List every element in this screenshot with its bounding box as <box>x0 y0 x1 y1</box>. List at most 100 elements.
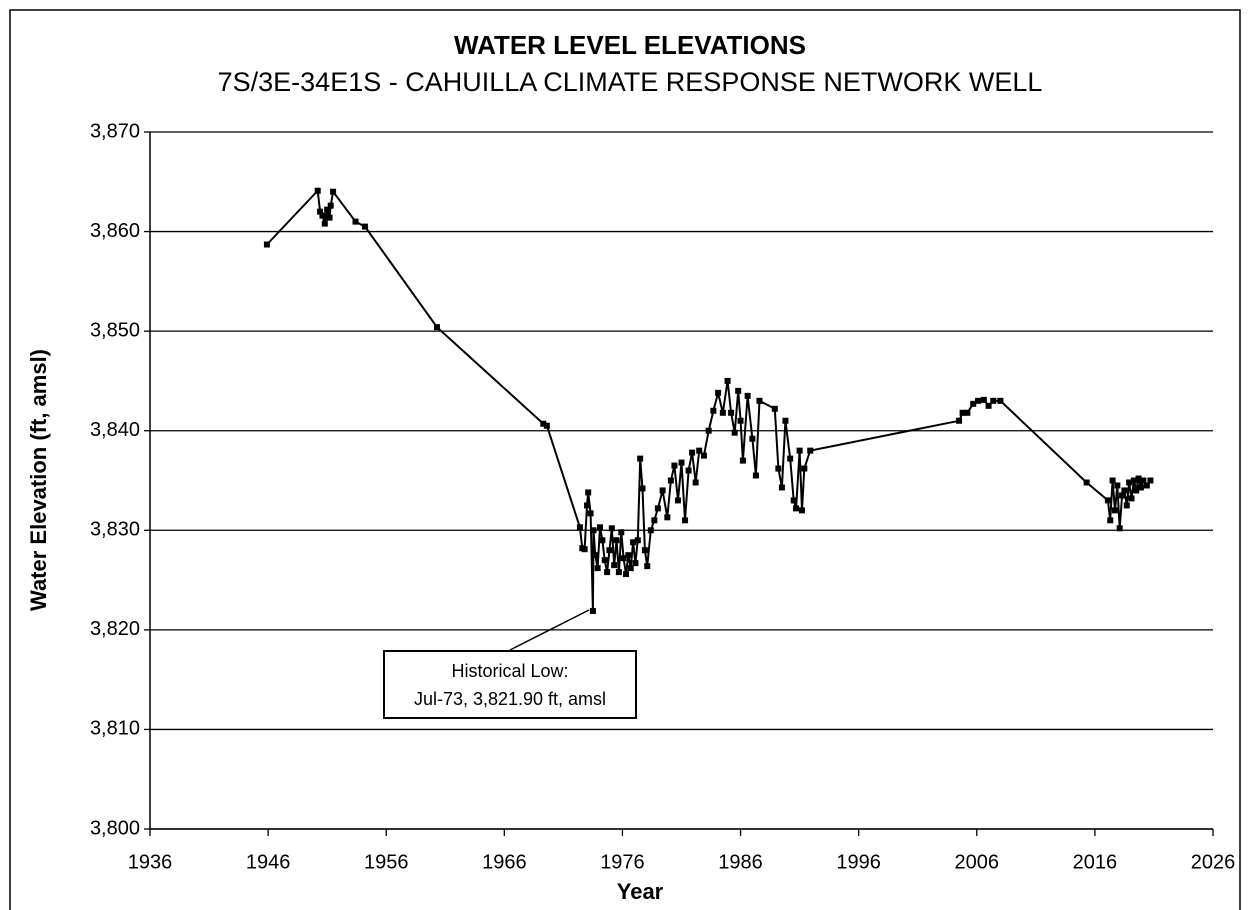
annotation-box <box>383 650 637 719</box>
data-point <box>589 607 596 614</box>
data-point <box>739 457 746 464</box>
x-tick-label: 1936 <box>128 851 173 873</box>
data-point <box>317 208 324 215</box>
x-axis-label: Year <box>617 879 664 904</box>
data-point <box>692 479 699 486</box>
data-point <box>361 223 368 230</box>
annotation-text: Jul-73, 3,821.90 ft, amsl <box>414 689 606 709</box>
data-point <box>1083 479 1090 486</box>
y-tick-label: 3,850 <box>90 319 140 341</box>
data-point <box>654 505 661 512</box>
chart-subtitle: 7S/3E-34E1S - CAHUILLA CLIMATE RESPONSE … <box>218 67 1043 97</box>
data-point <box>775 465 782 472</box>
data-point <box>1137 484 1144 491</box>
data-point <box>324 206 331 213</box>
data-point <box>959 409 966 416</box>
data-point <box>590 527 597 534</box>
data-point <box>641 547 648 554</box>
data-point <box>434 324 441 331</box>
data-point <box>1116 525 1123 532</box>
data-point <box>625 552 632 559</box>
data-point <box>771 405 778 412</box>
chart-frame <box>9 9 1241 910</box>
data-point <box>1143 482 1150 489</box>
data-point <box>639 485 646 492</box>
data-point <box>601 557 608 564</box>
data-point <box>974 397 981 404</box>
data-point <box>606 547 613 554</box>
data-point <box>782 417 789 424</box>
data-point <box>735 387 742 394</box>
x-tick-label: 1996 <box>836 851 881 873</box>
y-tick-label: 3,810 <box>90 718 140 740</box>
x-tick-label: 1956 <box>364 851 409 873</box>
data-point <box>1133 487 1140 494</box>
y-axis-label: Water Elevation (ft, amsl) <box>26 349 51 611</box>
data-point <box>778 484 785 491</box>
data-point <box>749 435 756 442</box>
y-tick-label: 3,840 <box>90 419 140 441</box>
data-point <box>956 417 963 424</box>
data-point <box>787 455 794 462</box>
data-point <box>659 487 666 494</box>
data-point <box>664 514 671 521</box>
data-point <box>644 563 651 570</box>
data-point <box>710 407 717 414</box>
x-tick-label: 1976 <box>600 851 645 873</box>
data-point <box>327 202 334 209</box>
data-point <box>964 409 971 416</box>
data-point <box>637 455 644 462</box>
grid <box>144 131 1214 836</box>
data-point <box>330 188 337 195</box>
data-point <box>696 447 703 454</box>
data-point <box>585 489 592 496</box>
y-tick-label: 3,830 <box>90 519 140 541</box>
data-point <box>620 555 627 562</box>
x-tick-label: 2006 <box>955 851 1000 873</box>
chart-title: WATER LEVEL ELEVATIONS <box>454 30 806 60</box>
data-point <box>540 420 547 427</box>
data-point <box>1119 492 1126 499</box>
data-point <box>737 417 744 424</box>
data-point <box>608 525 615 532</box>
data-point <box>671 462 678 469</box>
data-point <box>615 569 622 576</box>
data-point <box>1109 477 1116 484</box>
data-point <box>724 377 731 384</box>
data-point <box>594 565 601 572</box>
data-point <box>678 459 685 466</box>
data-point <box>1111 507 1118 514</box>
data-point <box>352 218 359 225</box>
data-point <box>1126 479 1133 486</box>
data-point <box>700 452 707 459</box>
data-point <box>321 220 328 227</box>
data-point <box>263 241 270 248</box>
data-point <box>584 502 591 509</box>
data-point <box>543 422 550 429</box>
data-point <box>790 497 797 504</box>
y-tick-label: 3,860 <box>90 220 140 242</box>
data-point <box>592 552 599 559</box>
data-point <box>1104 497 1111 504</box>
y-tick-label: 3,820 <box>90 618 140 640</box>
data-point <box>798 507 805 514</box>
x-tick-label: 1946 <box>246 851 291 873</box>
data-point <box>622 571 629 578</box>
data-point <box>689 449 696 456</box>
data-point <box>980 396 987 403</box>
data-point <box>604 569 611 576</box>
data-point <box>685 467 692 474</box>
data-point <box>314 187 321 194</box>
data-point <box>807 447 814 454</box>
data-point <box>630 539 637 546</box>
x-tick-label: 1986 <box>718 851 763 873</box>
data-point <box>715 389 722 396</box>
data-point <box>1140 477 1147 484</box>
data-point <box>985 402 992 409</box>
annotation-leader <box>509 609 590 651</box>
data-point <box>719 409 726 416</box>
data-point <box>611 562 618 569</box>
data-point <box>613 537 620 544</box>
data-point <box>587 510 594 517</box>
